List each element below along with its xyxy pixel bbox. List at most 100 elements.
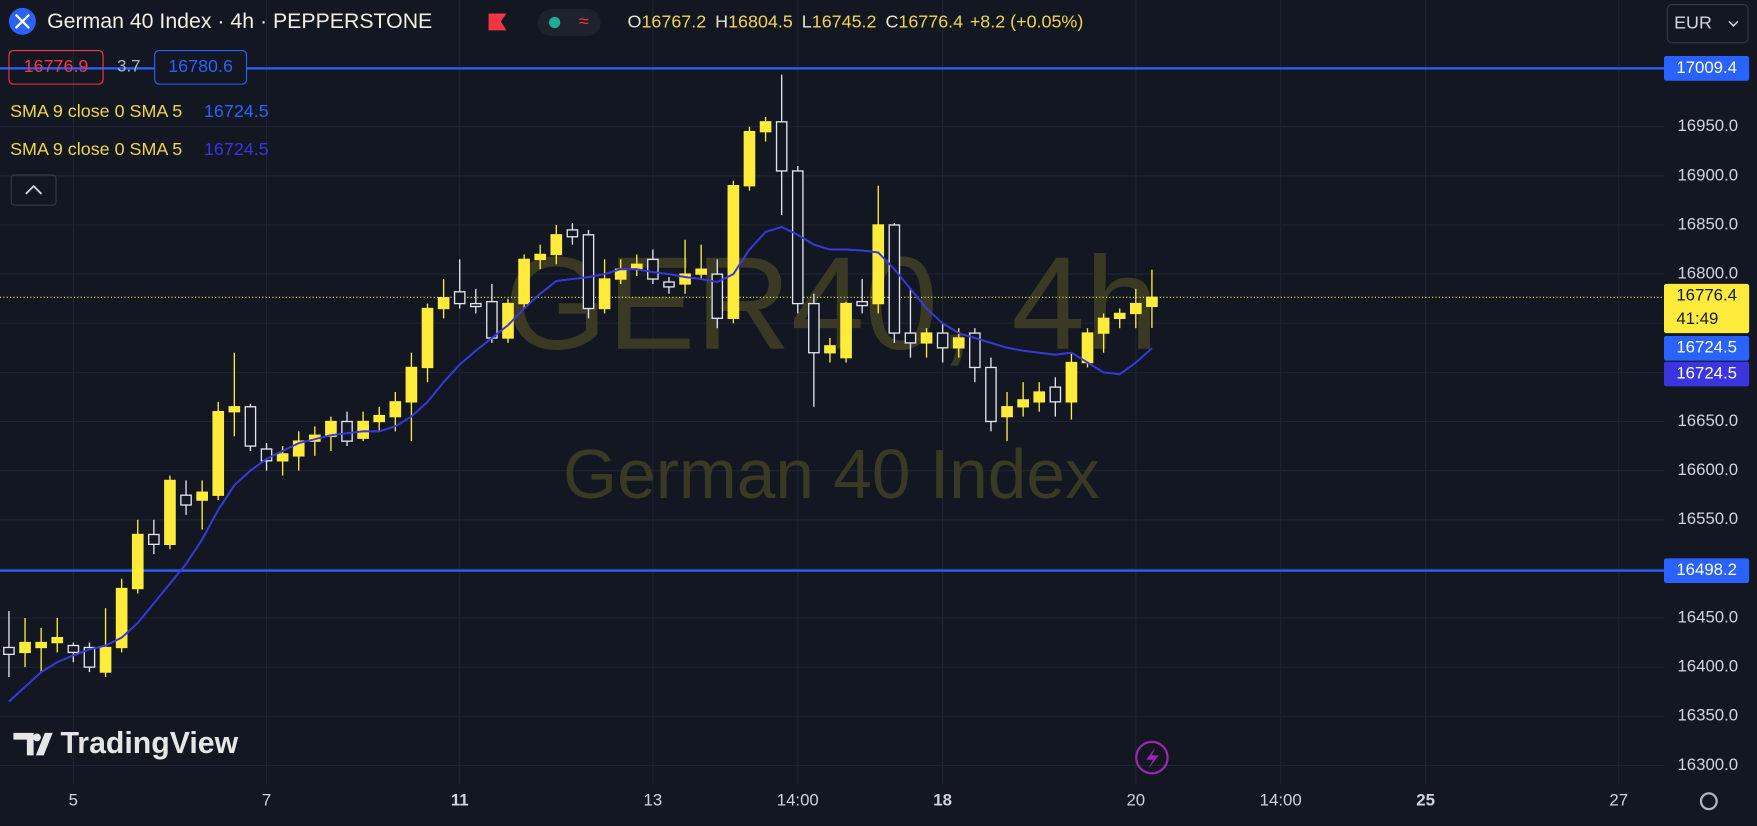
bid-price: 16776.9 [24,56,89,76]
y-tick-label: 16900.0 [1677,165,1738,184]
collapse-icon [25,184,43,195]
y-tick-label: 16650.0 [1677,411,1738,430]
candle-body [1017,399,1029,408]
candle-body [679,273,691,285]
candle-body [357,420,369,439]
x-tick-label: 5 [69,791,78,810]
candle-body [647,258,659,280]
spread: 3.7 [117,57,140,76]
bid-box[interactable] [8,49,104,85]
price-tag-label: 16498.2 [1676,560,1737,579]
candle-body [663,281,675,288]
price-tag-label: 16724.5 [1676,338,1737,357]
currency: EUR [1674,12,1712,32]
candle-body [421,307,434,369]
candle-body [743,130,756,187]
candle-body [99,646,112,673]
candle-body [228,406,241,413]
candle-body [969,332,981,369]
candle-body [824,345,836,354]
y-tick-label: 16950.0 [1677,116,1738,135]
candle-body [341,420,353,442]
currency-caret [1728,20,1739,27]
candle-body [453,291,466,305]
candle-body [51,636,64,644]
candle-body [35,641,47,649]
candle-body [164,479,176,545]
alert-icon[interactable] [1135,740,1169,775]
logo-text: TradingView [61,727,239,760]
ohlc-change: +8.2 (+0.05%) [970,11,1083,31]
legend-value: 16724.5 [204,139,269,159]
status-pill[interactable] [537,9,601,36]
x-tick-label: 14:00 [777,791,819,810]
price-tags: 17009.4 16776.4 41:49 16724.5 16724.5 16498.2 [1663,56,1750,583]
settings-icon[interactable] [1699,792,1718,811]
candle-body [115,587,128,649]
candle-body [437,297,450,310]
ohlc-key: H [715,11,728,31]
x-tick-label: 20 [1126,791,1145,810]
candle-body [888,224,901,334]
ohlc-key: O [628,11,642,31]
plot-area [0,67,1664,703]
grid [0,0,1664,785]
symbol-title[interactable]: German 40 Index · 4h · PEPPERSTONE [47,9,432,33]
candle-body [292,440,305,457]
candle-body [695,268,708,275]
candle-body [1129,302,1142,315]
axes: 16300.016350.016400.016450.016500.016550… [69,116,1738,810]
candle-body [469,302,482,308]
candle-body [83,646,96,668]
price-tag [1663,361,1750,387]
ohlc-key: C [885,11,898,31]
price-tag [1663,56,1750,81]
candle-body [775,121,788,172]
currency-button[interactable] [1666,4,1749,44]
indicator-line [8,225,1153,703]
candle-body [148,533,160,545]
candle-body [920,332,933,344]
candle-body [486,300,498,339]
candle-body [840,302,852,359]
candle-body [566,229,579,238]
candle-body [952,337,965,349]
candle-body [727,185,740,320]
candle-body [582,234,595,310]
x-tick-label: 14:00 [1260,791,1302,810]
ask-price: 16780.6 [168,56,233,76]
candle-body [904,332,917,344]
y-tick-label: 16800.0 [1677,264,1738,283]
ohlc-value: 16804.5 [728,11,793,31]
candle-body [67,644,80,654]
candle-body [759,121,772,133]
candle-body [1113,312,1126,320]
candle-body [389,401,402,418]
x-tick-label: 27 [1609,791,1628,810]
legend-name[interactable]: SMA 9 close 0 SMA 5 [10,101,182,121]
candle-body [598,278,611,310]
y-tick-label: 16350.0 [1677,706,1738,725]
y-tick-label: 16550.0 [1677,509,1738,528]
y-tick-label: 16850.0 [1677,214,1738,233]
candle-body [260,448,273,462]
price-tag [1663,335,1750,361]
header: German 40 Index · 4h · PEPPERSTONE ≈ O16… [8,4,1749,811]
legend: SMA 9 close 0 SMA 5 16724.5 SMA 9 close 0 … [10,101,269,159]
flag-icon[interactable] [488,13,507,31]
collapse-button[interactable] [10,174,57,206]
x-tick-label: 11 [451,791,469,810]
candle-body [3,646,15,656]
candle-body [1146,296,1158,308]
legend-name[interactable]: SMA 9 close 0 SMA 5 [10,139,182,159]
symbol-icon-glyph [14,13,30,29]
candle-body [1097,317,1110,334]
x-tick-label: 18 [933,791,952,810]
watermark-description: German 40 Index [563,435,1100,513]
candle-body [711,273,724,320]
x-tick-label: 13 [644,791,663,810]
candle-body [196,491,208,501]
x-tick-label: 7 [262,791,271,810]
ask-box[interactable] [154,49,248,85]
